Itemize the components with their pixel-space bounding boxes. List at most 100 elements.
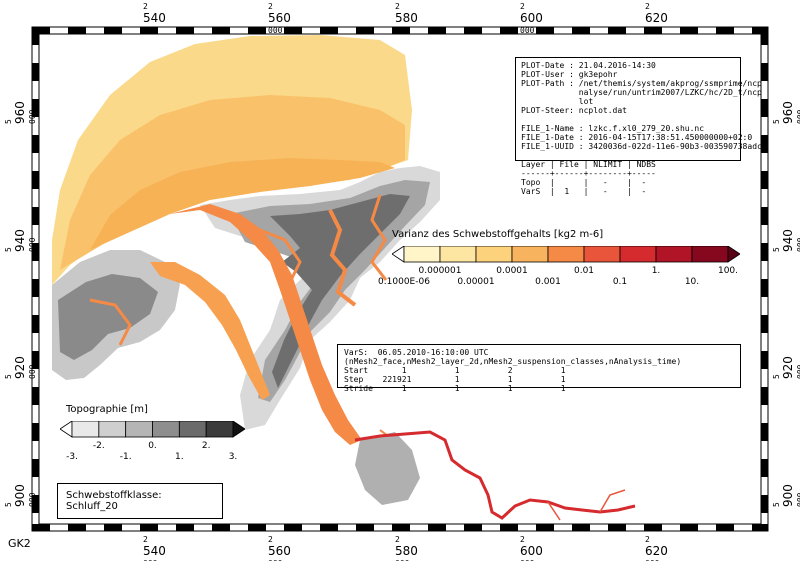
tick-suffix: 000 <box>28 109 37 124</box>
estuary-main-channel <box>170 204 362 445</box>
tick-value: 900 <box>781 484 795 507</box>
frame-segment-left <box>32 495 39 513</box>
tick-suffix: 000 <box>520 559 534 561</box>
info-line: PLOT-User : gk3epohr <box>521 70 618 79</box>
axis-tick-label: 5 920 000 <box>2 356 37 379</box>
frame-segment-bottom <box>320 524 338 531</box>
frame-segment-right <box>761 459 768 477</box>
frame-segment-bottom <box>284 524 302 531</box>
tick-value: 620 <box>645 11 668 25</box>
info-line: ------+------+--------+----- <box>521 169 656 178</box>
tick-prefix: 2 <box>395 2 400 11</box>
tick-prefix: 5 <box>4 247 13 252</box>
info-line: nalyse/run/untrim2007/LZKC/hc/2D_t/ncp <box>521 88 762 97</box>
tick-prefix: 5 <box>772 247 781 252</box>
tick-prefix: 2 <box>520 2 525 11</box>
info-line: lot <box>521 97 594 106</box>
frame-segment-left <box>32 99 39 117</box>
variance-lower-label: 0.1 <box>612 277 628 287</box>
tick-suffix: 000 <box>796 492 800 507</box>
variance-upper-label: 0.000001 <box>418 266 462 276</box>
time-line: VarS: 06.05.2010-16:10:00 UTC <box>344 348 489 357</box>
variance-lower-label: 0.1000E-06 <box>378 277 430 287</box>
left-coast-land-dark <box>58 274 158 360</box>
tick-suffix: 000 <box>268 26 283 35</box>
info-line <box>521 115 735 124</box>
frame-segment-top <box>212 27 230 34</box>
frame-segment-right <box>761 387 768 405</box>
frame-segment-top <box>464 27 482 34</box>
frame-segment-bottom <box>716 524 734 531</box>
info-line: FILE_1-UUID : 3420036d-022d-11e6-90b3-00… <box>521 142 762 151</box>
tick-value: 940 <box>13 229 27 252</box>
topography-lower-label: -1. <box>119 452 132 462</box>
variance-upper-label: 1. <box>651 266 661 276</box>
variance-lower-label: 0.00001 <box>457 277 495 287</box>
variance-lower-label: 10. <box>684 277 700 287</box>
frame-segment-bottom <box>752 524 768 531</box>
frame-segment-top <box>428 27 446 34</box>
topography-legend-title: Topographie [m] <box>66 404 148 415</box>
tick-value: 900 <box>13 484 27 507</box>
info-line: FILE_1-Date : 2016-04-15T17:38:51.450000… <box>521 133 753 142</box>
frame-segment-left <box>32 27 39 45</box>
variance-colorbar <box>392 246 740 263</box>
info-line: Topo | | - | - <box>521 178 647 187</box>
tick-value: 960 <box>13 101 27 124</box>
grid-system-label: GK2 <box>8 537 31 550</box>
frame-segment-right <box>761 495 768 513</box>
frame-segment-bottom <box>428 524 446 531</box>
frame-segment-right <box>761 351 768 369</box>
inner-basin-land <box>355 432 420 505</box>
variance-colorbar-segment <box>439 246 477 263</box>
tick-prefix: 5 <box>772 374 781 379</box>
tick-value: 600 <box>520 11 543 25</box>
tick-prefix: 5 <box>772 502 781 507</box>
frame-segment-right <box>761 315 768 333</box>
tick-value: 600 <box>520 544 543 558</box>
tick-suffix: 000 <box>796 109 800 124</box>
tick-value: 540 <box>143 544 166 558</box>
topography-colorbar-segment <box>178 421 207 438</box>
time-line: Stride 1 1 1 1 <box>344 384 566 393</box>
topography-colorbar-segment <box>125 421 153 438</box>
tick-value: 920 <box>781 356 795 379</box>
frame-segment-top <box>68 27 86 34</box>
plot-info-lines: PLOT-Date : 21.04.2016-14:30 PLOT-User : … <box>521 61 762 196</box>
frame-segment-bottom <box>392 524 410 531</box>
tidal-creek-b <box>370 194 388 281</box>
tick-prefix: 5 <box>4 119 13 124</box>
frame-segment-top <box>500 27 518 34</box>
topography-colorbar-segment <box>152 421 180 438</box>
tick-prefix: 2 <box>520 535 525 544</box>
topography-colorbar-segment <box>98 421 127 438</box>
river-channel <box>354 430 636 520</box>
variance-colorbar-under-arrow <box>392 246 405 263</box>
tick-prefix: 2 <box>143 535 148 544</box>
tick-suffix: 000 <box>395 559 409 561</box>
frame-segment-top <box>716 27 734 34</box>
land-topography-dark <box>270 194 410 388</box>
frame-segment-bottom <box>68 524 86 531</box>
frame-segment-top <box>176 27 194 34</box>
frame-ticks <box>32 27 768 531</box>
dataset-time-lines: VarS: 06.05.2010-16:10:00 UTC (nMesh2_fac… <box>344 348 734 393</box>
topography-colorbar-over-arrow <box>232 421 245 438</box>
tick-prefix: 5 <box>772 119 781 124</box>
tick-suffix: 000 <box>796 237 800 252</box>
frame-segment-top <box>608 27 626 34</box>
tick-prefix: 2 <box>645 535 650 544</box>
variance-upper-label: 0.0001 <box>496 266 528 276</box>
tidal-creek-c <box>259 228 302 283</box>
frame-segment-left <box>32 423 39 441</box>
tick-suffix: 000 <box>28 492 37 507</box>
tick-prefix: 2 <box>395 535 400 544</box>
frame-segment-right <box>761 423 768 441</box>
topography-upper-label: -2. <box>92 441 105 451</box>
